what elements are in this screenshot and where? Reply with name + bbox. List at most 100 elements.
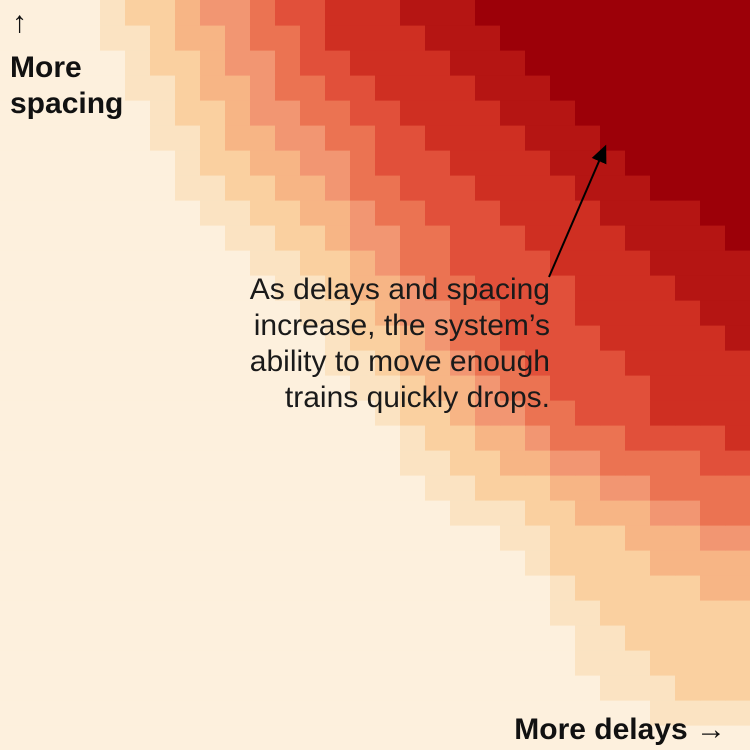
heatmap-cell xyxy=(0,200,26,226)
heatmap-cell xyxy=(150,550,176,576)
heatmap-cell xyxy=(275,675,301,701)
heatmap-cell xyxy=(75,325,101,351)
heatmap-cell xyxy=(25,650,51,676)
heatmap-cell xyxy=(525,300,551,326)
heatmap-cell xyxy=(450,100,476,126)
heatmap-cell xyxy=(225,400,251,426)
heatmap-cell xyxy=(75,400,101,426)
heatmap-cell xyxy=(325,0,351,26)
heatmap-cell xyxy=(275,350,301,376)
heatmap-cell xyxy=(425,250,451,276)
heatmap-cell xyxy=(650,150,676,176)
heatmap-cell xyxy=(200,325,226,351)
heatmap-cell xyxy=(525,175,551,201)
heatmap-cell xyxy=(250,300,276,326)
heatmap-cell xyxy=(500,675,526,701)
heatmap-cell xyxy=(475,525,501,551)
heatmap-cell xyxy=(450,650,476,676)
heatmap-cell xyxy=(575,250,601,276)
heatmap-cell xyxy=(175,725,201,750)
heatmap-cell xyxy=(150,225,176,251)
heatmap-cell xyxy=(450,425,476,451)
heatmap-cell xyxy=(425,300,451,326)
heatmap-cell xyxy=(525,25,551,51)
heatmap-cell xyxy=(600,250,626,276)
heatmap-cell xyxy=(225,550,251,576)
heatmap-cell xyxy=(725,550,750,576)
heatmap-cell xyxy=(25,475,51,501)
heatmap-cell xyxy=(275,425,301,451)
heatmap-cell xyxy=(700,700,726,726)
heatmap-cell xyxy=(500,425,526,451)
heatmap-cell xyxy=(275,25,301,51)
heatmap-cell xyxy=(275,50,301,76)
heatmap-cell xyxy=(600,275,626,301)
heatmap-cell xyxy=(275,600,301,626)
heatmap-cell xyxy=(725,25,750,51)
heatmap-cell xyxy=(350,75,376,101)
heatmap-cell xyxy=(475,75,501,101)
heatmap-cell xyxy=(250,25,276,51)
heatmap-cell xyxy=(0,550,26,576)
heatmap-cell xyxy=(700,725,726,750)
heatmap-cell xyxy=(450,725,476,750)
heatmap-cell xyxy=(600,125,626,151)
heatmap-cell xyxy=(375,375,401,401)
heatmap-cell xyxy=(625,625,651,651)
heatmap-cell xyxy=(100,100,126,126)
heatmap-cell xyxy=(625,700,651,726)
heatmap-cell xyxy=(75,150,101,176)
heatmap-cell xyxy=(225,375,251,401)
heatmap-cell xyxy=(350,450,376,476)
heatmap-cell xyxy=(225,275,251,301)
heatmap-cell xyxy=(225,500,251,526)
heatmap-cell xyxy=(675,375,701,401)
heatmap-cell xyxy=(325,575,351,601)
heatmap-cell xyxy=(50,0,76,26)
heatmap-cell xyxy=(50,250,76,276)
heatmap-cell xyxy=(225,125,251,151)
heatmap-cell xyxy=(450,500,476,526)
heatmap-cell xyxy=(675,225,701,251)
heatmap-cell xyxy=(375,50,401,76)
heatmap-cell xyxy=(525,525,551,551)
heatmap-cell xyxy=(250,400,276,426)
heatmap-cell xyxy=(650,300,676,326)
heatmap-cell xyxy=(125,150,151,176)
heatmap-cell xyxy=(200,400,226,426)
heatmap-cell xyxy=(225,325,251,351)
heatmap-cell xyxy=(175,50,201,76)
heatmap-cell xyxy=(200,250,226,276)
heatmap-cell xyxy=(650,0,676,26)
heatmap-cell xyxy=(525,500,551,526)
heatmap-cell xyxy=(625,100,651,126)
heatmap-cell xyxy=(25,175,51,201)
heatmap-cell xyxy=(600,675,626,701)
heatmap-cell xyxy=(400,725,426,750)
heatmap-cell xyxy=(400,425,426,451)
heatmap-cell xyxy=(100,200,126,226)
heatmap-cell xyxy=(550,725,576,750)
heatmap-cell xyxy=(275,450,301,476)
heatmap-cell xyxy=(50,25,76,51)
heatmap-cell xyxy=(125,400,151,426)
heatmap-cell xyxy=(400,175,426,201)
heatmap-cell xyxy=(725,325,750,351)
heatmap-cell xyxy=(725,275,750,301)
heatmap-cell xyxy=(275,625,301,651)
annotation-text: As delays and spacing increase, the syst… xyxy=(249,273,550,414)
heatmap-cell xyxy=(325,100,351,126)
heatmap-cell xyxy=(350,600,376,626)
heatmap-cell xyxy=(500,300,526,326)
heatmap-cell xyxy=(200,75,226,101)
heatmap-cell xyxy=(75,600,101,626)
heatmap-cell xyxy=(25,550,51,576)
heatmap-cell xyxy=(400,75,426,101)
heatmap-cell xyxy=(300,425,326,451)
heatmap-cell xyxy=(325,225,351,251)
heatmap-cell xyxy=(550,375,576,401)
heatmap-cell xyxy=(175,550,201,576)
heatmap-cell xyxy=(475,475,501,501)
heatmap-cell xyxy=(100,625,126,651)
heatmap-cell xyxy=(500,325,526,351)
